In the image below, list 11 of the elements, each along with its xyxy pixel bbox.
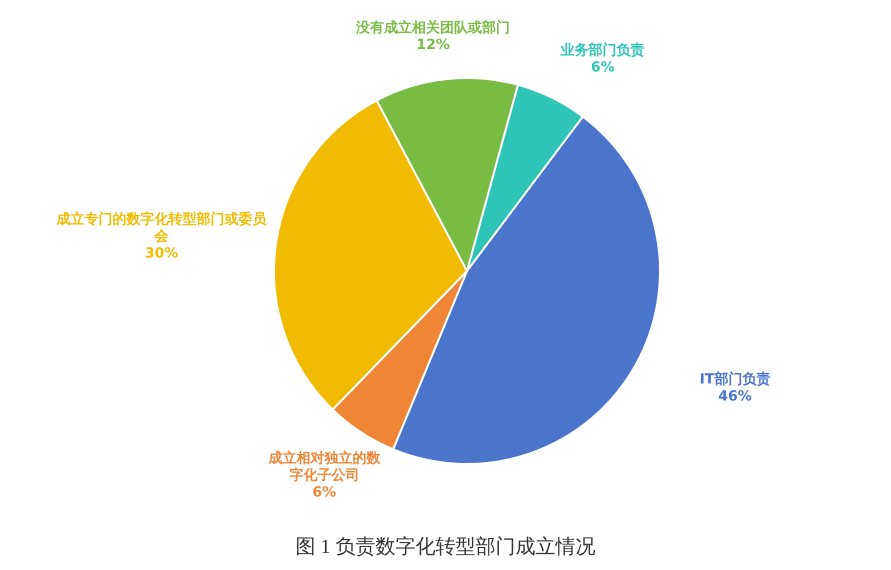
- data-label: 6%: [312, 484, 336, 500]
- text: 图 1 负责数字化转型部门成立情况: [296, 535, 596, 558]
- data-label: 46%: [718, 388, 752, 404]
- slice-label: 成立专门的数字化转型部门或委员会: [56, 210, 268, 245]
- slice-label: 业务部门负责: [560, 42, 645, 59]
- slice-label: IT部门负责: [700, 370, 770, 388]
- data-label: 6%: [590, 60, 615, 76]
- data-label: 30%: [144, 246, 178, 262]
- data-label: 12%: [416, 36, 450, 53]
- slice-label: 成立相对独立的数字化子公司: [267, 449, 382, 484]
- slice-label: 没有成立相关团队或部门: [355, 18, 510, 36]
